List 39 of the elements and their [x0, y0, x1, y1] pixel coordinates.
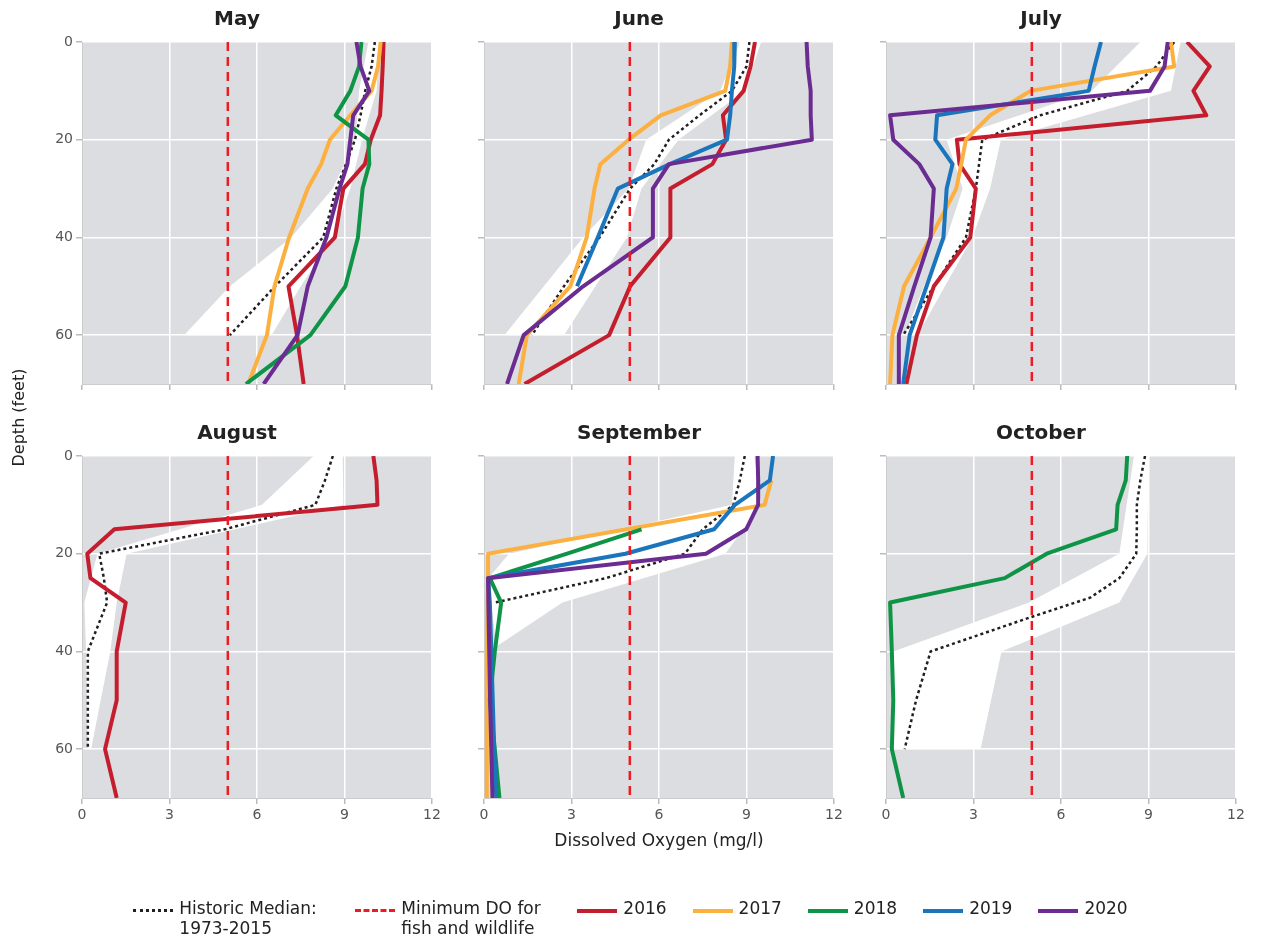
x-tick-label: 9: [340, 806, 349, 823]
x-tick-label: 0: [77, 806, 87, 823]
x-tick-label: 6: [252, 806, 262, 823]
legend-label: Minimum DO for fish and wildlife: [401, 898, 542, 938]
x-tick-label: 3: [969, 806, 978, 823]
chart-title: October: [996, 420, 1087, 445]
y-tick-label: 20: [55, 544, 73, 561]
legend-label: 2016: [623, 898, 667, 918]
y-tick-label: 0: [64, 32, 73, 49]
chart-title: September: [577, 420, 702, 445]
x-tick-label: 6: [654, 806, 664, 823]
legend-label: Historic Median: 1973-2015: [179, 898, 318, 938]
chart-title: May: [214, 6, 260, 31]
y-tick-label: 0: [64, 446, 73, 463]
line-series: [228, 42, 377, 337]
x-tick-label: 9: [742, 806, 751, 823]
x-tick-label: 9: [1144, 806, 1153, 823]
x-tick-label: 6: [1056, 806, 1066, 823]
x-tick-label: 0: [479, 806, 489, 823]
x-tick-label: 12: [825, 806, 843, 823]
legend-label: 2018: [853, 898, 898, 918]
x-tick-label: 12: [423, 806, 441, 823]
x-tick-label: 0: [881, 806, 891, 823]
y-tick-label: 40: [55, 228, 73, 245]
legend-label: 2020: [1084, 898, 1128, 918]
x-axis-title: Dissolved Oxygen (mg/l): [554, 830, 764, 851]
legend-label: 2017: [738, 898, 782, 918]
x-tick-label: 12: [1227, 806, 1245, 823]
chart-title: June: [612, 6, 664, 31]
y-tick-label: 60: [55, 739, 73, 756]
y-tick-label: 20: [55, 130, 73, 147]
x-tick-label: 3: [165, 806, 174, 823]
y-tick-label: 40: [55, 642, 73, 659]
y-tick-label: 60: [55, 325, 73, 342]
x-tick-label: 3: [567, 806, 576, 823]
chart-title: July: [1018, 6, 1062, 31]
chart-title: August: [197, 420, 278, 445]
y-axis-title: Depth (feet): [8, 367, 28, 469]
legend-label: 2019: [969, 898, 1013, 918]
